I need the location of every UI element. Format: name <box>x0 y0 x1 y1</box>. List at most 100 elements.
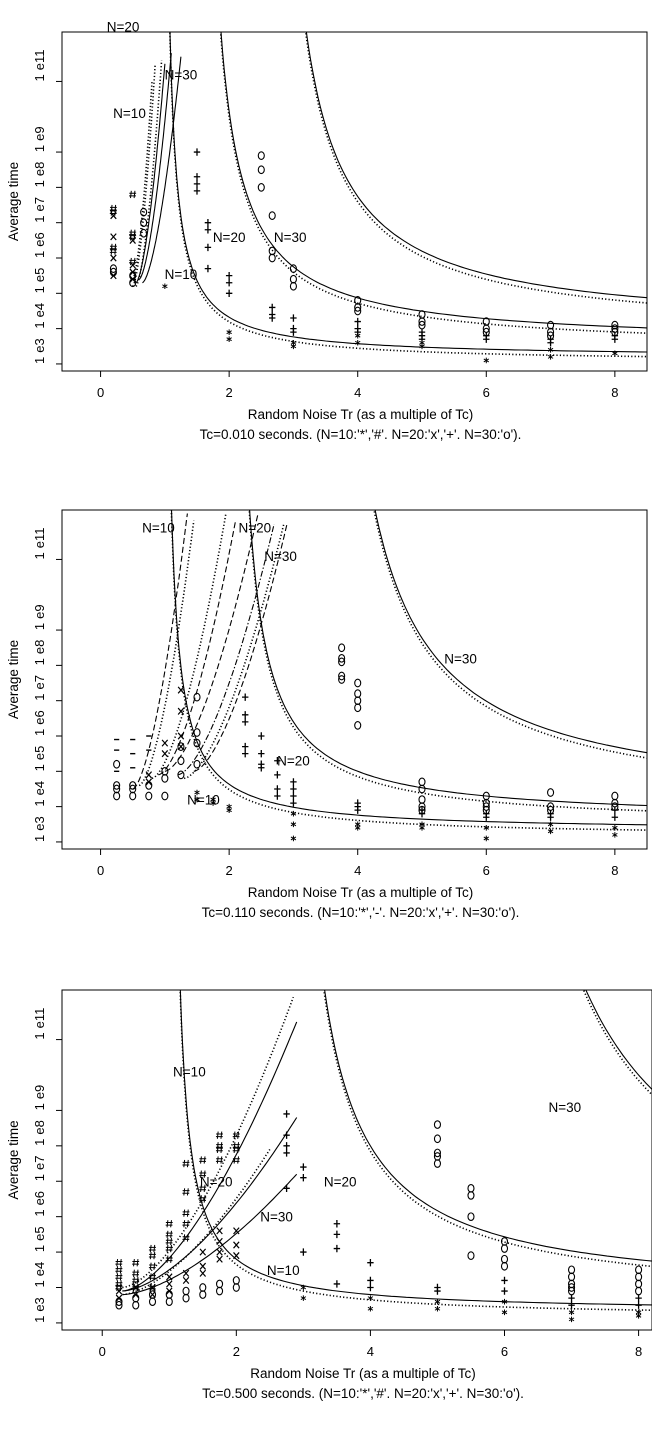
data-point-star <box>568 1309 575 1316</box>
data-point-hash <box>232 1156 240 1164</box>
data-point-cross <box>177 686 185 694</box>
data-point-star <box>210 800 216 806</box>
fitted-curve <box>138 520 195 787</box>
data-point-plus <box>193 148 201 156</box>
data-point-plus <box>290 785 297 793</box>
data-point-hash <box>182 1234 190 1242</box>
data-point-plus <box>274 792 281 800</box>
data-point-hash <box>165 1244 173 1253</box>
data-point-star <box>367 1305 374 1312</box>
data-point-plus <box>242 742 249 751</box>
data-point-circle <box>140 218 148 228</box>
y-tick-label: 1e4 <box>32 781 47 807</box>
fitted-curve <box>122 996 295 1289</box>
data-point-plus <box>354 317 361 326</box>
data-point-cross <box>216 1248 223 1256</box>
data-point-plus <box>354 806 361 814</box>
curve-annotation: N=10 <box>165 267 198 282</box>
data-point-hash <box>129 190 137 199</box>
data-point-circle <box>148 1297 157 1307</box>
data-point-cross <box>129 261 136 269</box>
curve-annotation: N=30 <box>274 230 307 245</box>
data-point-plus <box>258 749 265 758</box>
data-point-plus <box>274 771 281 779</box>
curve-annotation: N=20 <box>107 20 140 35</box>
data-point-circle <box>567 1283 576 1292</box>
data-point-star <box>434 1298 441 1305</box>
fitted-curve <box>135 63 166 284</box>
chart-caption: Tc=0.500 seconds. (N=10:'*','#'. N=20:'x… <box>202 1386 524 1401</box>
data-point-star <box>226 807 232 813</box>
data-point-plus <box>283 1149 290 1157</box>
data-point-plus <box>611 813 619 821</box>
chart-panel-1: 0 2 4 6 8 1e3 1e4 1e5 1e6 1e7 1e8 1e9 1e11 Average ti… <box>6 20 648 442</box>
data-point-hash <box>199 1184 207 1192</box>
data-point-circle <box>268 211 276 220</box>
x-tick-label: 8 <box>611 385 618 400</box>
fitted-curve <box>248 510 647 812</box>
fitted-curve <box>170 510 647 826</box>
data-point-plus <box>483 813 490 821</box>
data-point-hash <box>232 1145 240 1154</box>
data-point-circle <box>177 770 185 780</box>
fitted-curve <box>142 56 182 284</box>
curve-annotation: N=10 <box>142 521 175 536</box>
data-point-plus <box>290 799 297 807</box>
data-point-circle <box>467 1212 475 1222</box>
fitted-curve <box>177 523 275 776</box>
x-tick-label: 8 <box>635 1344 642 1359</box>
y-tick-label: 1e11 <box>32 1008 47 1040</box>
data-point-circle <box>193 759 201 769</box>
data-point-plus <box>258 732 265 740</box>
data-point-circle <box>354 703 362 713</box>
data-point-circle <box>433 1159 442 1168</box>
data-point-cross <box>216 1227 223 1235</box>
data-point-hash <box>129 233 137 241</box>
data-point-circle <box>161 774 169 783</box>
data-point-star <box>635 1313 642 1319</box>
data-point-star <box>483 825 490 831</box>
data-point-circle <box>193 692 201 702</box>
data-point-plus <box>418 809 426 818</box>
data-point-plus <box>242 693 249 701</box>
curve-annotation: N=10 <box>113 106 146 121</box>
y-tick-label: 1e8 <box>32 1120 47 1146</box>
data-point-circle <box>354 306 362 316</box>
data-point-star <box>226 336 232 343</box>
x-tick-label: 2 <box>226 863 233 878</box>
data-point-hash <box>132 1283 140 1292</box>
data-point-hash <box>215 1156 223 1164</box>
curve-annotation: N=30 <box>444 651 477 666</box>
y-tick-label: 1e7 <box>32 197 47 223</box>
data-point-hash <box>115 1266 123 1274</box>
data-point-plus <box>547 339 554 347</box>
y-tick-label: 1e8 <box>32 640 47 666</box>
data-point-circle <box>132 1300 140 1310</box>
y-tick-label: 1e7 <box>32 1156 47 1182</box>
data-point-circle <box>418 784 426 794</box>
data-point-circle <box>268 253 276 263</box>
data-point-cross <box>233 1252 240 1260</box>
y-tick-label: 1e3 <box>32 338 47 364</box>
data-point-star <box>483 357 490 364</box>
fitted-curve <box>373 510 647 759</box>
data-point-hash <box>215 1145 223 1154</box>
data-point-circle <box>232 1283 240 1292</box>
data-point-plus <box>193 187 201 195</box>
data-point-circle <box>140 207 148 217</box>
fitted-curve <box>323 990 652 1268</box>
data-point-plus <box>290 792 297 800</box>
data-point-plus <box>333 1230 341 1239</box>
fitted-curve <box>132 513 188 790</box>
x-axis-label: Random Noise Tr (as a multiple of Tc) <box>248 407 474 422</box>
data-point-circle <box>145 791 153 801</box>
curve-annotation: N=30 <box>260 1210 293 1225</box>
data-point-circle <box>113 781 121 790</box>
data-point-circle <box>199 1283 207 1292</box>
data-point-circle <box>418 317 426 326</box>
data-point-circle <box>129 781 137 790</box>
data-point-plus <box>283 1142 290 1150</box>
data-point-star <box>547 828 554 835</box>
x-tick-label: 6 <box>483 385 490 400</box>
curve-annotation: N=20 <box>200 1174 233 1189</box>
